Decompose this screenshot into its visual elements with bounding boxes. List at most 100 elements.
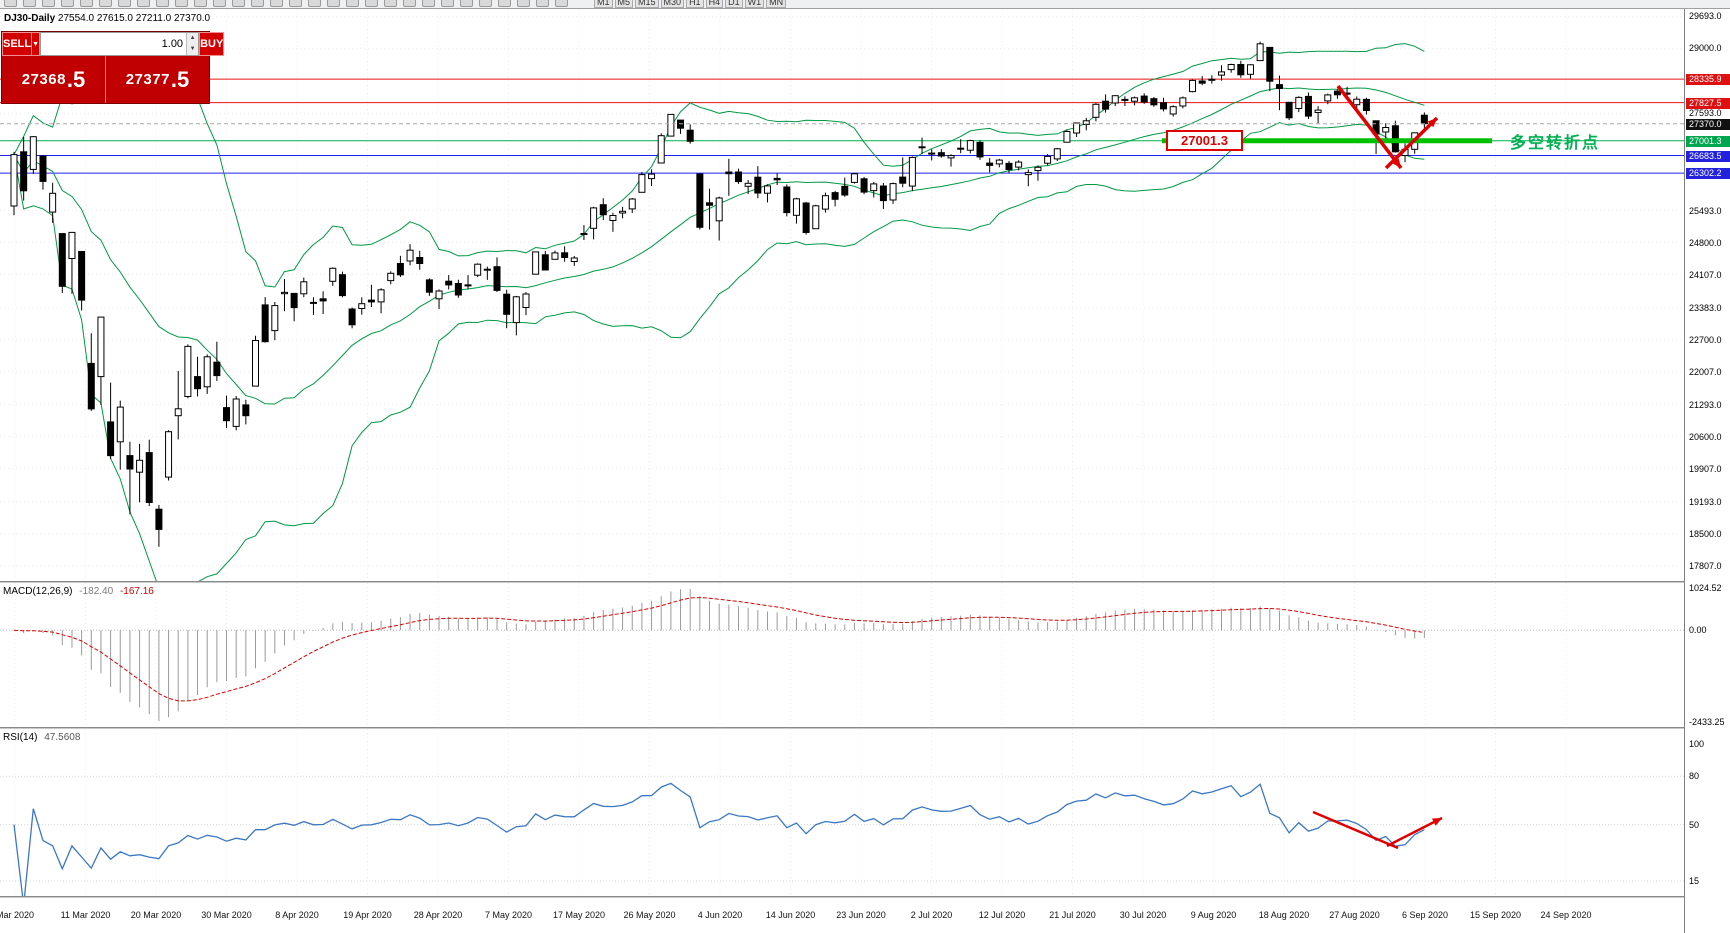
chart-title: DJ30-Daily 27554.0 27615.0 27211.0 27370… xyxy=(4,13,210,24)
price-axis-label: 25493.0 xyxy=(1689,205,1722,216)
main-chart[interactable]: 27001.3 多空转折点 xyxy=(0,9,1684,593)
toolbar-icon-stub[interactable] xyxy=(194,0,207,7)
timeframe-button-m15[interactable]: M15 xyxy=(635,0,659,8)
date-label: 9 Aug 2020 xyxy=(1190,910,1237,920)
toolbar-icon-stub[interactable] xyxy=(460,0,473,7)
price-axis-label: 20600.0 xyxy=(1689,431,1722,442)
volume-input[interactable] xyxy=(41,33,187,55)
price-axis-label: 21293.0 xyxy=(1689,399,1722,410)
macd-signal-line xyxy=(13,597,1425,702)
toolbar-icon-stub[interactable] xyxy=(555,0,568,7)
price-axis-label: 17807.0 xyxy=(1689,560,1722,571)
toolbar-icon-stub[interactable] xyxy=(517,0,530,7)
rsi-axis-label: 80 xyxy=(1689,771,1700,782)
date-label: 23 Jun 2020 xyxy=(836,910,886,920)
sell-button-label: SELL xyxy=(3,38,32,50)
toolbar-icon-stub[interactable] xyxy=(80,0,93,7)
date-label: 7 May 2020 xyxy=(484,910,533,920)
timeframe-button-w1[interactable]: W1 xyxy=(744,0,765,8)
toolbar-icon-stub[interactable] xyxy=(403,0,416,7)
date-label: 21 Jul 2020 xyxy=(1049,910,1096,920)
sell-dropdown-button[interactable]: ▼ xyxy=(32,32,41,56)
toolbar-icon-stub[interactable] xyxy=(308,0,321,7)
timeframe-button-h4[interactable]: H4 xyxy=(705,0,724,8)
timeframe-toolbar: M1 M5 M15 M30 H1 H4 D1 W1 MN xyxy=(594,0,787,8)
date-label: 30 Jul 2020 xyxy=(1119,910,1167,920)
toolbar-icon-stub[interactable] xyxy=(498,0,511,7)
toolbar-icon-stub[interactable] xyxy=(251,0,264,7)
price-axis[interactable]: 29693.0 29000.0 28335.9 27827.5 27593.0 27370… xyxy=(1684,9,1730,933)
toolbar-icon-stub[interactable] xyxy=(4,0,17,7)
toolbar-icon-stub[interactable] xyxy=(213,0,226,7)
symbol-timeframe-label: DJ30-Daily xyxy=(4,13,56,24)
date-label: 11 Mar 2020 xyxy=(60,910,111,920)
price-axis-label: 24800.0 xyxy=(1689,237,1722,248)
date-label: Mar 2020 xyxy=(0,910,35,920)
toolbar-icon-stub[interactable] xyxy=(536,0,549,7)
toolbar-icon-stub[interactable] xyxy=(42,0,55,7)
date-label: 17 May 2020 xyxy=(552,910,606,920)
toolbar-icon-stub[interactable] xyxy=(289,0,302,7)
trend-arrow xyxy=(1386,816,1443,848)
price-axis-label: 27827.5 xyxy=(1686,97,1730,109)
toolbar-icon-stub[interactable] xyxy=(479,0,492,7)
timeframe-button-h1[interactable]: H1 xyxy=(686,0,704,8)
date-label: 30 Mar 2020 xyxy=(201,910,252,920)
timeframe-button-m1[interactable]: M1 xyxy=(594,0,613,8)
toolbar-icon-stub[interactable] xyxy=(270,0,283,7)
macd-signal-value: -167.16 xyxy=(119,586,154,597)
toolbar-icon-stub[interactable] xyxy=(23,0,36,7)
date-label: 24 Sep 2020 xyxy=(1540,910,1592,920)
macd-name: MACD(12,26,9) xyxy=(3,586,73,597)
rsi-name: RSI(14) xyxy=(3,732,38,743)
volume-up-button[interactable]: ▲ xyxy=(187,33,199,44)
date-label: 20 Mar 2020 xyxy=(130,910,182,920)
panel-divider[interactable] xyxy=(0,581,1684,583)
toolbar-icon-stub[interactable] xyxy=(365,0,378,7)
toolbar-icon-stub[interactable] xyxy=(327,0,340,7)
toolbar-icon-stub[interactable] xyxy=(156,0,169,7)
toolbar-icon-stub[interactable] xyxy=(61,0,74,7)
price-axis-label: 19907.0 xyxy=(1689,463,1722,474)
panel-divider[interactable] xyxy=(0,727,1684,729)
timeframe-button-m5[interactable]: M5 xyxy=(614,0,634,8)
toolbar-icon-stub[interactable] xyxy=(137,0,150,7)
price-axis-label: 22700.0 xyxy=(1689,334,1722,345)
time-axis[interactable]: Mar 2020 11 Mar 2020 20 Mar 2020 30 Mar 202… xyxy=(0,898,1730,933)
ask-price-button[interactable]: 27377 .5 xyxy=(106,56,209,103)
buy-button[interactable]: BUY xyxy=(199,32,225,56)
bid-price-button[interactable]: 27368 .5 xyxy=(2,56,106,103)
toolbar-icon-stub[interactable] xyxy=(99,0,112,7)
one-click-trade-panel: SELL ▼ ▲ ▼ BUY 27368 .5 27377 xyxy=(1,31,225,104)
toolbar-icon-stub[interactable] xyxy=(384,0,397,7)
toolbar-icon-stub[interactable] xyxy=(175,0,188,7)
bid-price-int: 27368 xyxy=(21,71,66,88)
timeframe-button-m30[interactable]: M30 xyxy=(660,0,685,8)
panel-divider[interactable] xyxy=(0,896,1730,898)
ask-price-frac: .5 xyxy=(170,66,190,92)
toolbar-icon-stub[interactable] xyxy=(422,0,435,7)
timeframe-button-mn[interactable]: MN xyxy=(766,0,787,8)
rsi-value: 47.5608 xyxy=(44,732,81,743)
trend-note-text[interactable]: 多空转折点 xyxy=(1510,135,1601,152)
top-toolbar: M1 M5 M15 M30 H1 H4 D1 W1 MN xyxy=(0,0,1730,9)
macd-axis-label: 1024.52 xyxy=(1689,583,1722,593)
ohlc-values: 27554.0 27615.0 27211.0 27370.0 xyxy=(57,13,211,24)
candlestick-chart xyxy=(0,9,1684,593)
rsi-chart xyxy=(0,729,1684,906)
rsi-panel[interactable] xyxy=(0,729,1684,906)
sell-button[interactable]: SELL xyxy=(2,32,33,56)
level-price-label[interactable]: 27001.3 xyxy=(1166,130,1243,151)
macd-label: MACD(12,26,9) -182.40 -167.16 xyxy=(3,586,154,597)
toolbar-icon-stub[interactable] xyxy=(118,0,131,7)
buy-button-label: BUY xyxy=(200,38,224,50)
toolbar-icon-stub[interactable] xyxy=(441,0,454,7)
macd-panel[interactable] xyxy=(0,583,1684,727)
candlestick-series xyxy=(10,41,1428,547)
timeframe-button-d1[interactable]: D1 xyxy=(725,0,743,8)
price-axis-label: 26302.2 xyxy=(1686,168,1730,180)
toolbar-icon-stub[interactable] xyxy=(346,0,359,7)
volume-down-button[interactable]: ▼ xyxy=(187,44,199,55)
date-label: 6 Sep 2020 xyxy=(1401,910,1449,920)
toolbar-icon-stub[interactable] xyxy=(232,0,245,7)
